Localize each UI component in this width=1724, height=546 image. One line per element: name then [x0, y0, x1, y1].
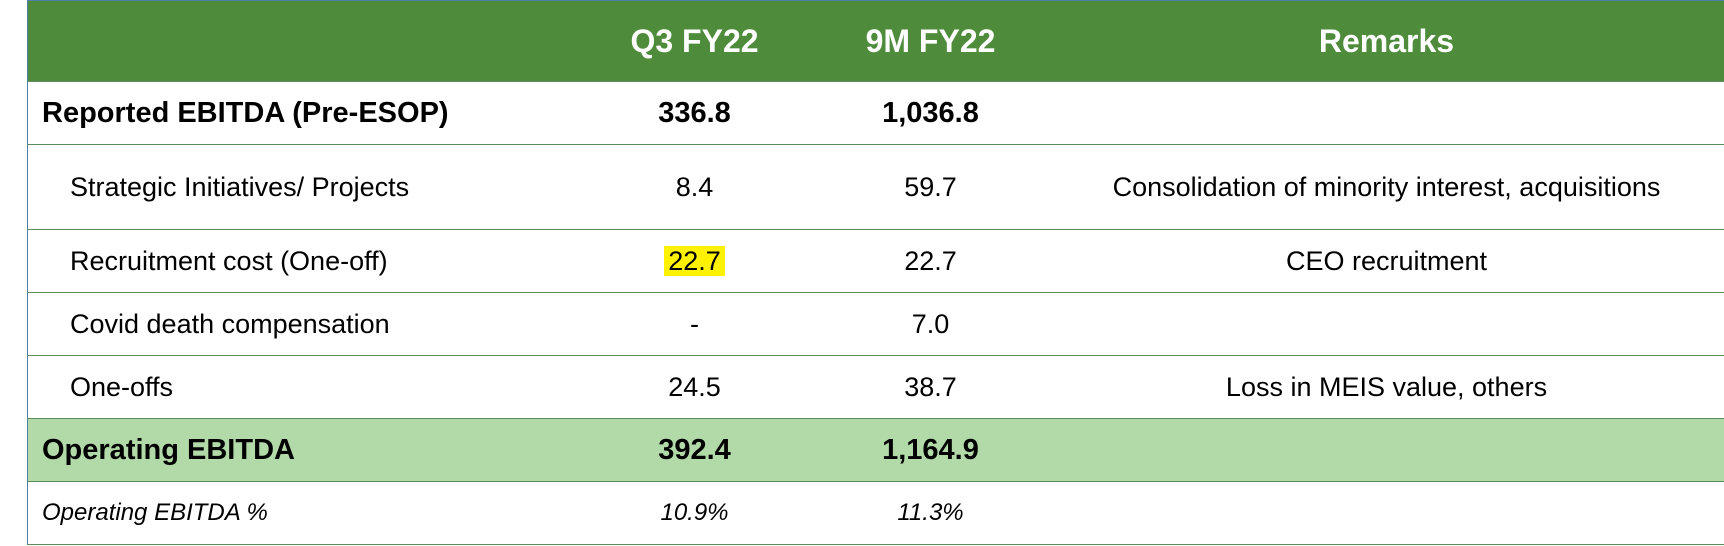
- table-header-row: Q3 FY22 9M FY22 Remarks: [27, 0, 1724, 82]
- row-9m-value: 1,036.8: [812, 81, 1049, 145]
- row-label: Operating EBITDA %: [27, 481, 577, 545]
- row-q3-value: 24.5: [576, 355, 813, 419]
- header-9m-fy22: 9M FY22: [812, 0, 1049, 82]
- table-row-recruitment-cost: Recruitment cost (One-off) 22.7 22.7 CEO…: [27, 229, 1724, 293]
- header-label-cell: [27, 0, 577, 82]
- table-row-operating-ebitda-percent: Operating EBITDA % 10.9% 11.3%: [27, 481, 1724, 545]
- row-9m-value: 38.7: [812, 355, 1049, 419]
- table-row-covid-compensation: Covid death compensation - 7.0: [27, 292, 1724, 356]
- row-remark: [1048, 481, 1724, 545]
- row-label: Strategic Initiatives/ Projects: [27, 144, 577, 230]
- table-row-operating-ebitda: Operating EBITDA 392.4 1,164.9: [27, 418, 1724, 482]
- table-row-strategic-initiatives: Strategic Initiatives/ Projects 8.4 59.7…: [27, 144, 1724, 230]
- row-remark: Consolidation of minority interest, acqu…: [1048, 144, 1724, 230]
- row-label: Reported EBITDA (Pre-ESOP): [27, 81, 577, 145]
- row-9m-value: 59.7: [812, 144, 1049, 230]
- row-9m-value: 1,164.9: [812, 418, 1049, 482]
- ebitda-reconciliation-table: Q3 FY22 9M FY22 Remarks Reported EBITDA …: [27, 0, 1724, 545]
- header-remarks: Remarks: [1048, 0, 1724, 82]
- row-remark: Loss in MEIS value, others: [1048, 355, 1724, 419]
- row-label: One-offs: [27, 355, 577, 419]
- row-q3-value-cell: 22.7: [576, 229, 813, 293]
- table-row-one-offs: One-offs 24.5 38.7 Loss in MEIS value, o…: [27, 355, 1724, 419]
- row-9m-value: 7.0: [812, 292, 1049, 356]
- highlighted-value: 22.7: [664, 245, 725, 276]
- row-q3-value: 8.4: [576, 144, 813, 230]
- row-q3-value: -: [576, 292, 813, 356]
- row-q3-value: 336.8: [576, 81, 813, 145]
- header-q3-fy22: Q3 FY22: [576, 0, 813, 82]
- table-row-reported-ebitda: Reported EBITDA (Pre-ESOP) 336.8 1,036.8: [27, 81, 1724, 145]
- row-q3-value: 10.9%: [576, 481, 813, 545]
- row-label: Covid death compensation: [27, 292, 577, 356]
- row-9m-value: 11.3%: [812, 481, 1049, 545]
- row-remark: [1048, 81, 1724, 145]
- row-label: Recruitment cost (One-off): [27, 229, 577, 293]
- row-remark: [1048, 418, 1724, 482]
- row-9m-value: 22.7: [812, 229, 1049, 293]
- row-q3-value: 392.4: [576, 418, 813, 482]
- row-remark: [1048, 292, 1724, 356]
- row-remark: CEO recruitment: [1048, 229, 1724, 293]
- row-label: Operating EBITDA: [27, 418, 577, 482]
